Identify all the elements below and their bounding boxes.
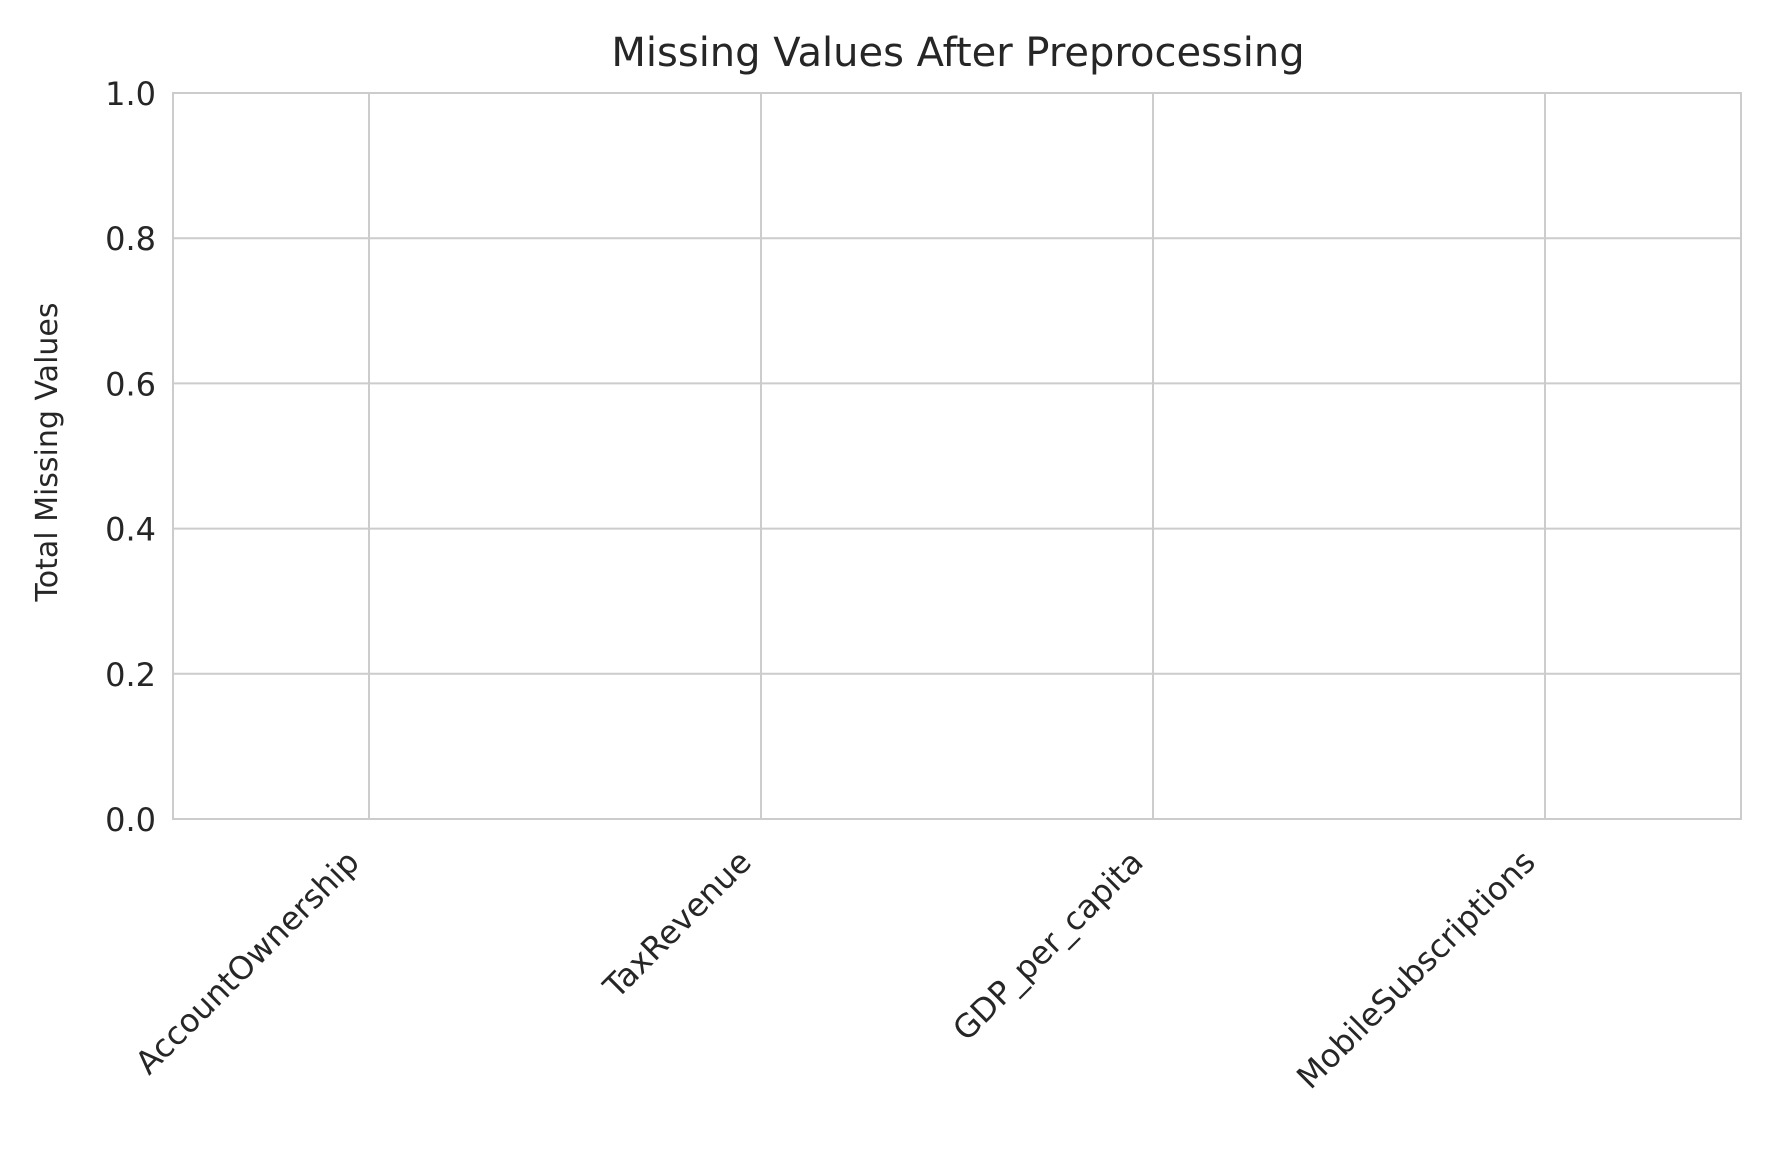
y-axis-label: Total Missing Values — [30, 302, 65, 602]
x-tick-label: GDP_per_capita — [945, 843, 1150, 1048]
chart-title: Missing Values After Preprocessing — [611, 30, 1304, 76]
y-tick-label: 1.0 — [105, 75, 156, 113]
plot-frame — [172, 92, 1742, 820]
y-tick-label: 0.4 — [105, 511, 156, 549]
y-tick-label: 0.6 — [105, 365, 156, 403]
grid-lines — [173, 92, 1741, 820]
x-tick-label: TaxRevenue — [595, 843, 758, 1006]
y-tick-label: 0.0 — [105, 801, 156, 839]
y-tick-labels: 0.0 0.2 0.4 0.6 0.8 1.0 — [105, 75, 156, 839]
x-tick-label: AccountOwnership — [128, 843, 367, 1082]
y-tick-label: 0.2 — [105, 656, 156, 694]
x-tick-label: MobileSubscriptions — [1289, 843, 1542, 1096]
y-tick-label: 0.8 — [105, 220, 156, 258]
x-tick-labels: AccountOwnership TaxRevenue GDP_per_capita… — [128, 843, 1543, 1096]
